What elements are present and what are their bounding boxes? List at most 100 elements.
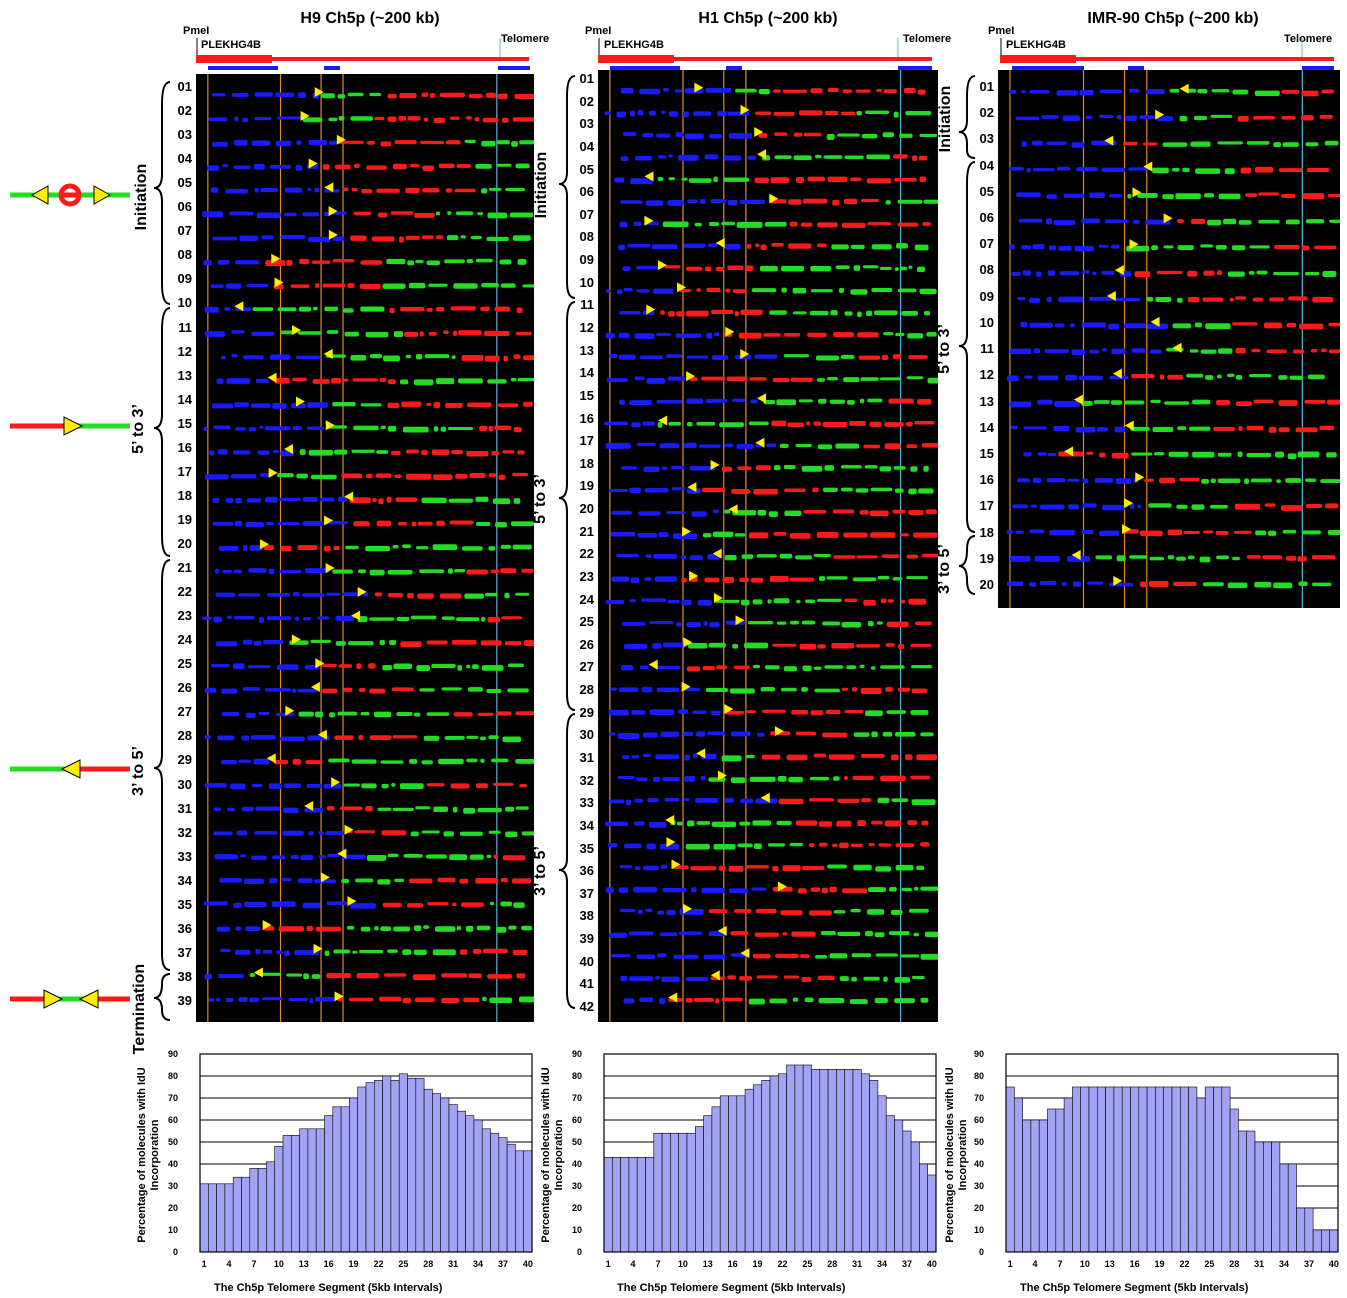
fiber-segment <box>414 212 435 218</box>
bar <box>249 1168 259 1253</box>
fiber <box>604 104 932 118</box>
fiber-segment <box>1095 555 1113 560</box>
fiber-segment <box>634 866 641 870</box>
fiber <box>203 896 525 909</box>
fiber-segment <box>343 783 360 787</box>
y-tick-label: 40 <box>572 1159 582 1169</box>
fiber-segment <box>251 140 271 146</box>
fork-arrow <box>1135 472 1145 483</box>
fiber <box>203 253 527 267</box>
fiber-segment <box>1071 349 1086 355</box>
fiber-segment <box>1224 168 1235 175</box>
fiber-segment <box>291 688 297 693</box>
fiber-segment <box>748 421 769 426</box>
fiber-segment <box>452 806 458 813</box>
fiber-segment <box>656 400 683 404</box>
fiber-segment <box>730 931 749 936</box>
fiber-segment <box>1032 140 1043 146</box>
fiber-segment <box>616 553 639 558</box>
fiber-segment <box>1111 348 1126 354</box>
fiber-segment <box>1058 296 1084 303</box>
fiber-segment <box>337 94 346 99</box>
fiber-segment <box>443 330 449 334</box>
x-tick-label: 1 <box>1008 1259 1013 1269</box>
bar <box>1180 1086 1189 1253</box>
fiber-segment <box>724 554 737 561</box>
fork-arrow <box>740 348 750 359</box>
fiber-segment <box>322 688 338 694</box>
fiber-segment <box>352 378 378 382</box>
fiber-segment <box>710 199 727 204</box>
fiber-segment <box>517 258 527 265</box>
fiber-segment <box>607 842 618 848</box>
fiber-segment <box>846 400 855 405</box>
fiber-segment <box>1114 426 1126 433</box>
fork-arrow <box>320 872 330 883</box>
fiber-segment <box>1235 401 1252 406</box>
fiber-segment <box>406 449 420 454</box>
fiber-segment <box>739 821 751 826</box>
fiber-segment <box>481 616 486 622</box>
fiber-segment <box>1046 141 1068 145</box>
fiber-segment <box>302 521 324 527</box>
fiber <box>605 437 938 450</box>
fiber-segment <box>366 473 373 479</box>
bar <box>778 1073 787 1253</box>
fiber-segment <box>295 164 303 171</box>
fiber-segment <box>784 510 802 516</box>
bar <box>1188 1086 1198 1253</box>
fiber-segment <box>623 643 648 649</box>
fiber-segment <box>337 711 358 716</box>
fiber-segment <box>795 820 818 826</box>
fork-arrow <box>262 919 272 930</box>
fiber-segment <box>1182 167 1190 173</box>
fiber-segment <box>672 533 697 539</box>
bar <box>1262 1141 1272 1253</box>
fiber-segment <box>501 616 522 620</box>
bar <box>390 1080 400 1253</box>
pmei-label: PmeI <box>585 25 612 37</box>
fiber-segment <box>504 592 510 599</box>
fiber-segment <box>417 593 434 599</box>
fiber-segment <box>487 379 507 384</box>
fiber <box>211 396 533 409</box>
fiber-segment <box>394 878 405 882</box>
fiber-segment <box>721 997 743 1002</box>
fiber-segment <box>235 498 243 504</box>
fiber <box>622 260 926 273</box>
fiber-segment <box>667 376 686 381</box>
fork-arrow <box>1143 161 1153 172</box>
x-tick-label: 4 <box>631 1259 636 1269</box>
fiber <box>204 682 529 694</box>
fiber-segment <box>826 133 835 140</box>
fiber-segment <box>355 878 374 883</box>
fiber-segment <box>382 283 406 289</box>
fiber-segment <box>464 593 484 599</box>
fiber-segment <box>214 854 239 860</box>
fiber-segment <box>907 333 923 339</box>
fiber-segment <box>349 497 371 504</box>
fiber-segment <box>769 575 789 582</box>
fiber-segment <box>639 88 661 95</box>
fiber-segment <box>475 496 489 502</box>
fiber-segment <box>659 998 666 1004</box>
fiber-segment <box>242 117 249 123</box>
fiber-segment <box>645 554 652 558</box>
fiber <box>204 301 523 314</box>
fiber-segment <box>407 593 414 599</box>
fiber-segment <box>608 709 629 716</box>
fiber-segment <box>1320 479 1340 483</box>
fiber-segment <box>911 975 925 980</box>
fiber-segment <box>324 306 339 312</box>
fiber-segment <box>752 953 771 959</box>
fiber-segment <box>204 306 219 313</box>
fiber-segment <box>833 332 855 337</box>
bar <box>761 1080 771 1253</box>
fiber-segment <box>754 932 779 937</box>
fiber-segment <box>435 926 456 932</box>
fiber-segment <box>256 212 281 219</box>
bar <box>1155 1086 1164 1253</box>
fiber-segment <box>351 449 375 453</box>
row-label: 13 <box>579 342 594 358</box>
fiber-segment <box>860 688 882 695</box>
